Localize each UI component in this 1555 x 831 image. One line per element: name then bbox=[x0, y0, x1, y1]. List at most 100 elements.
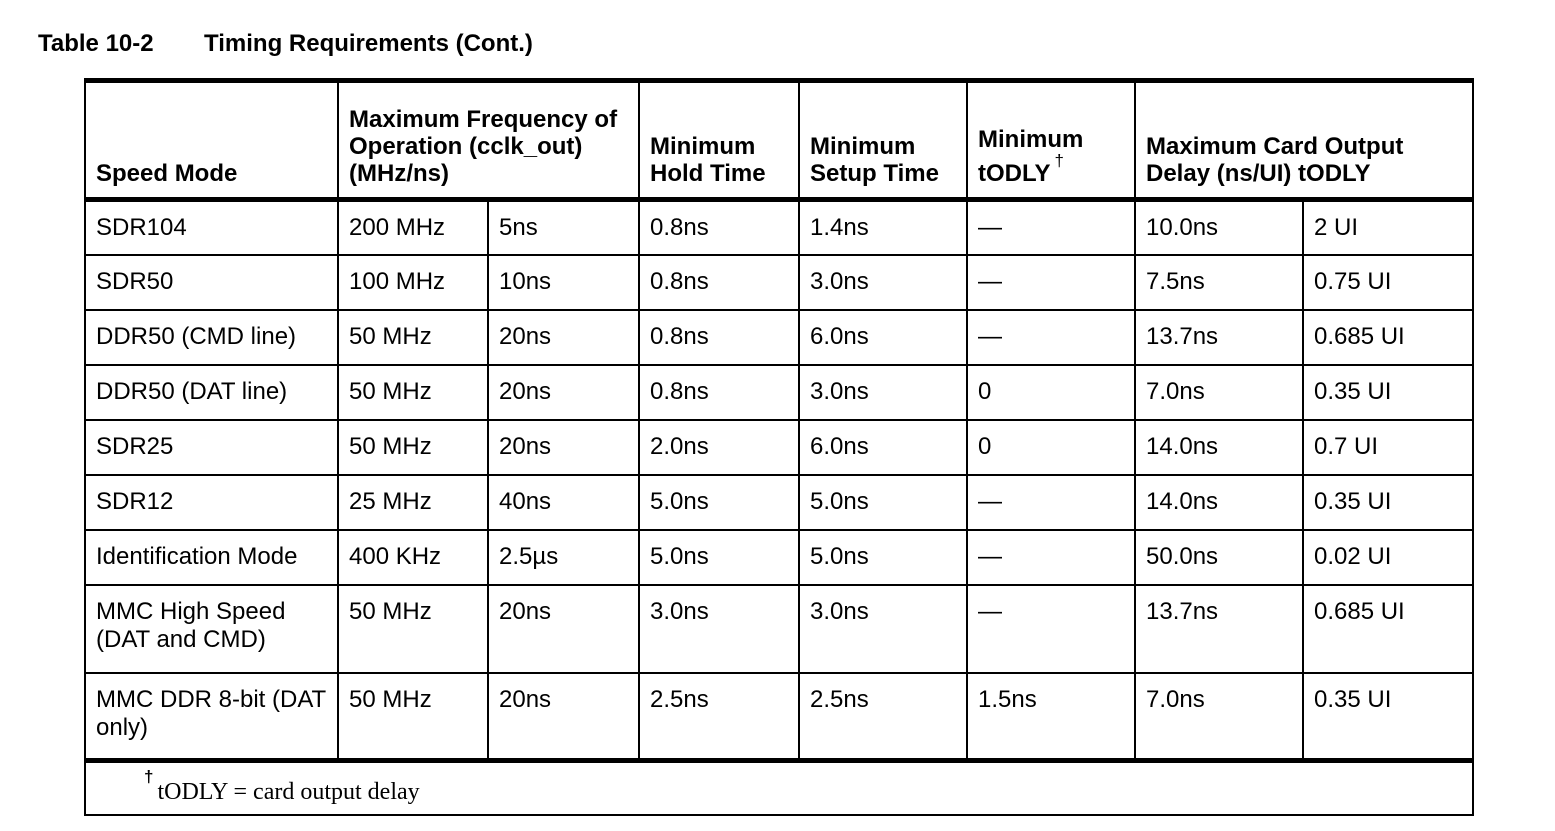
cell-max-delay-ns: 10.0ns bbox=[1134, 198, 1304, 256]
table-body: SDR104 200 MHz 5ns 0.8ns 1.4ns —10.0ns 2 UI SDR… bbox=[84, 198, 1475, 763]
cell-min-todly: — bbox=[966, 308, 1136, 366]
cell-max-frequency: 200 MHz bbox=[337, 198, 489, 256]
timing-requirements-table: Speed Mode Maximum Frequency of Operatio… bbox=[83, 78, 1475, 816]
cell-min-hold-time: 0.8ns bbox=[638, 308, 800, 366]
cell-period: 20ns bbox=[487, 363, 640, 421]
table-row: MMC High Speed (DAT and CMD) 50 MHz 20ns 3.… bbox=[84, 583, 1475, 674]
cell-max-delay-ui: 2 UI bbox=[1301, 198, 1475, 256]
cell-period: 20ns bbox=[487, 308, 640, 366]
table-title: Timing Requirements (Cont.) bbox=[204, 30, 533, 57]
timing-table-container: Speed Mode Maximum Frequency of Operatio… bbox=[83, 78, 1475, 816]
footnote-text: tODLY = card output delay bbox=[157, 779, 420, 805]
table-row: SDR104 200 MHz 5ns 0.8ns 1.4ns —10.0ns 2 UI bbox=[84, 198, 1475, 256]
cell-max-delay-ui: 0.35 UI bbox=[1301, 363, 1475, 421]
table-row: SDR25 50 MHz 20ns 2.0ns 6.0ns 0 14.0ns 0.7 UI bbox=[84, 418, 1475, 476]
cell-max-delay-ns: 14.0ns bbox=[1134, 473, 1304, 531]
cell-min-hold-time: 5.0ns bbox=[638, 473, 800, 531]
cell-max-frequency: 50 MHz bbox=[337, 363, 489, 421]
cell-max-delay-ui: 0.685 UI bbox=[1301, 583, 1475, 674]
table-row: MMC DDR 8-bit (DAT only) 50 MHz 20ns 2.5ns 2… bbox=[84, 671, 1475, 763]
cell-min-todly: — bbox=[966, 528, 1136, 586]
cell-max-delay-ui: 0.75 UI bbox=[1301, 253, 1475, 311]
cell-min-todly: — bbox=[966, 583, 1136, 674]
cell-max-delay-ui: 0.685 UI bbox=[1301, 308, 1475, 366]
cell-max-delay-ns: 50.0ns bbox=[1134, 528, 1304, 586]
table-row: DDR50 (DAT line) 50 MHz 20ns 0.8ns 3.0ns 0 7.0… bbox=[84, 363, 1475, 421]
cell-speed-mode: MMC High Speed (DAT and CMD) bbox=[84, 583, 339, 674]
cell-min-setup-time: 3.0ns bbox=[798, 253, 968, 311]
cell-min-todly: 1.5ns bbox=[966, 671, 1136, 763]
table-row: Identification Mode 400 KHz 2.5µs 5.0ns 5.0n… bbox=[84, 528, 1475, 586]
cell-max-frequency: 50 MHz bbox=[337, 308, 489, 366]
cell-min-setup-time: 6.0ns bbox=[798, 308, 968, 366]
cell-max-delay-ns: 13.7ns bbox=[1134, 583, 1304, 674]
cell-period: 10ns bbox=[487, 253, 640, 311]
cell-max-frequency: 50 MHz bbox=[337, 583, 489, 674]
cell-min-setup-time: 5.0ns bbox=[798, 528, 968, 586]
cell-min-setup-time: 1.4ns bbox=[798, 198, 968, 256]
cell-max-delay-ns: 14.0ns bbox=[1134, 418, 1304, 476]
cell-max-frequency: 25 MHz bbox=[337, 473, 489, 531]
cell-max-frequency: 400 KHz bbox=[337, 528, 489, 586]
cell-min-todly: — bbox=[966, 473, 1136, 531]
cell-max-delay-ns: 7.5ns bbox=[1134, 253, 1304, 311]
dagger-mark: † bbox=[1054, 151, 1064, 170]
cell-max-delay-ui: 0.7 UI bbox=[1301, 418, 1475, 476]
cell-max-frequency: 100 MHz bbox=[337, 253, 489, 311]
cell-speed-mode: SDR50 bbox=[84, 253, 339, 311]
cell-min-hold-time: 0.8ns bbox=[638, 253, 800, 311]
cell-min-setup-time: 3.0ns bbox=[798, 363, 968, 421]
cell-min-hold-time: 2.0ns bbox=[638, 418, 800, 476]
table-row: DDR50 (CMD line) 50 MHz 20ns 0.8ns 6.0ns —13.… bbox=[84, 308, 1475, 366]
cell-max-delay-ns: 13.7ns bbox=[1134, 308, 1304, 366]
cell-min-hold-time: 3.0ns bbox=[638, 583, 800, 674]
cell-min-todly: 0 bbox=[966, 363, 1136, 421]
cell-min-todly: 0 bbox=[966, 418, 1136, 476]
table-number: Table 10-2 bbox=[38, 30, 154, 57]
cell-speed-mode: SDR25 bbox=[84, 418, 339, 476]
cell-min-setup-time: 6.0ns bbox=[798, 418, 968, 476]
header-max-card-output-delay: Maximum Card Output Delay (ns/UI) tODLY bbox=[1133, 79, 1475, 202]
table-caption: Table 10-2 Timing Requirements (Cont.) bbox=[38, 30, 533, 58]
cell-max-frequency: 50 MHz bbox=[337, 418, 489, 476]
header-max-frequency: Maximum Frequency of Operation (cclk_out… bbox=[337, 79, 640, 202]
cell-max-delay-ui: 0.02 UI bbox=[1301, 528, 1475, 586]
cell-speed-mode: Identification Mode bbox=[84, 528, 339, 586]
cell-max-frequency: 50 MHz bbox=[337, 671, 489, 763]
cell-min-setup-time: 2.5ns bbox=[798, 671, 968, 763]
header-min-todly-label: Minimum tODLY bbox=[978, 126, 1084, 187]
header-row: Speed Mode Maximum Frequency of Operatio… bbox=[84, 79, 1475, 202]
cell-period: 5ns bbox=[487, 198, 640, 256]
header-min-todly: Minimum tODLY † bbox=[966, 79, 1136, 202]
cell-min-todly: — bbox=[966, 253, 1136, 311]
cell-min-hold-time: 0.8ns bbox=[638, 363, 800, 421]
cell-speed-mode: MMC DDR 8-bit (DAT only) bbox=[84, 671, 339, 763]
footnote-dagger-mark: † bbox=[144, 767, 154, 786]
table-row: SDR50 100 MHz 10ns 0.8ns 3.0ns —7.5ns 0.75 UI bbox=[84, 253, 1475, 311]
cell-speed-mode: SDR12 bbox=[84, 473, 339, 531]
cell-max-delay-ns: 7.0ns bbox=[1134, 671, 1304, 763]
cell-min-hold-time: 2.5ns bbox=[638, 671, 800, 763]
cell-min-setup-time: 3.0ns bbox=[798, 583, 968, 674]
cell-min-setup-time: 5.0ns bbox=[798, 473, 968, 531]
footnote-row: †tODLY = card output delay bbox=[83, 759, 1475, 816]
cell-max-delay-ui: 0.35 UI bbox=[1301, 671, 1475, 763]
cell-min-hold-time: 5.0ns bbox=[638, 528, 800, 586]
cell-period: 20ns bbox=[487, 418, 640, 476]
cell-speed-mode: DDR50 (DAT line) bbox=[84, 363, 339, 421]
header-min-hold-time: Minimum Hold Time bbox=[638, 79, 800, 202]
cell-min-todly: — bbox=[966, 198, 1136, 256]
cell-max-delay-ns: 7.0ns bbox=[1134, 363, 1304, 421]
footnote: †tODLY = card output delay bbox=[83, 759, 1475, 816]
cell-max-delay-ui: 0.35 UI bbox=[1301, 473, 1475, 531]
cell-period: 20ns bbox=[487, 583, 640, 674]
cell-speed-mode: DDR50 (CMD line) bbox=[84, 308, 339, 366]
cell-period: 2.5µs bbox=[487, 528, 640, 586]
header-speed-mode: Speed Mode bbox=[84, 79, 339, 202]
cell-period: 20ns bbox=[487, 671, 640, 763]
cell-period: 40ns bbox=[487, 473, 640, 531]
cell-min-hold-time: 0.8ns bbox=[638, 198, 800, 256]
header-min-setup-time: Minimum Setup Time bbox=[798, 79, 968, 202]
cell-speed-mode: SDR104 bbox=[84, 198, 339, 256]
table-row: SDR12 25 MHz 40ns 5.0ns 5.0ns —14.0ns 0.35 UI bbox=[84, 473, 1475, 531]
